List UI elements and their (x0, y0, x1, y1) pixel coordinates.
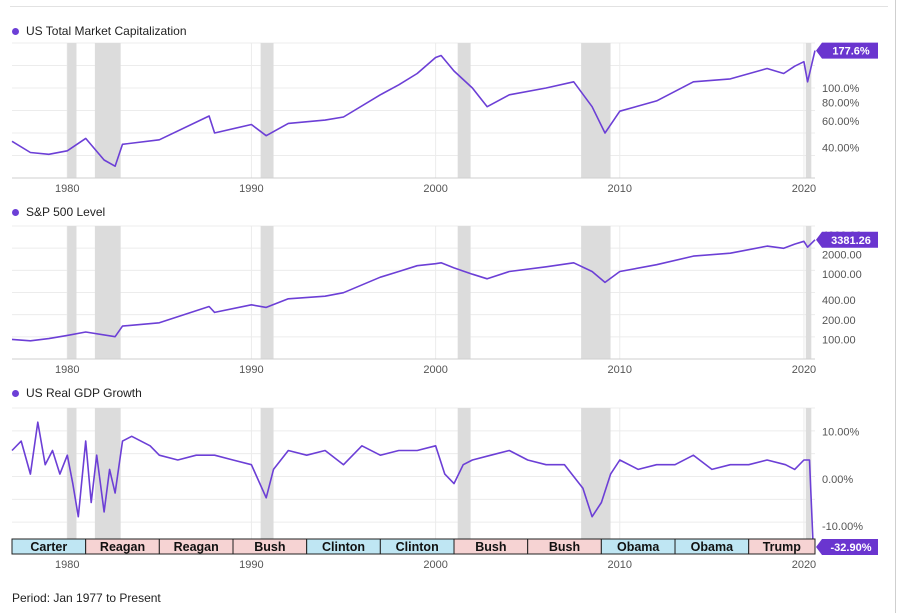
last-value-badge (816, 42, 878, 59)
x-tick-label: 1990 (239, 559, 263, 571)
x-tick-label: 2000 (423, 364, 447, 376)
recession-band (805, 226, 812, 359)
recession-band (94, 43, 121, 178)
x-tick-label: 1980 (55, 183, 79, 195)
recession-band (581, 43, 611, 178)
series-line (11, 239, 816, 342)
president-label: Reagan (100, 540, 145, 554)
y-tick-label: 100.00 (822, 334, 856, 346)
last-value-badge (816, 539, 878, 555)
president-label: Carter (30, 540, 67, 554)
x-tick-label: 1990 (239, 183, 263, 195)
x-tick-label: 2010 (608, 364, 632, 376)
recession-band (805, 408, 812, 545)
x-tick-label: 2010 (608, 559, 632, 571)
recession-band (94, 226, 121, 359)
president-label: Bush (549, 540, 580, 554)
recession-band (581, 226, 611, 359)
top-divider (10, 6, 888, 7)
recession-band (457, 43, 471, 178)
president-label: Bush (475, 540, 506, 554)
recession-band (805, 43, 812, 178)
series-dot-icon (12, 208, 19, 216)
series-dot-icon (12, 389, 19, 397)
x-tick-label: 1980 (55, 364, 79, 376)
y-tick-label: 80.00% (822, 97, 860, 109)
y-tick-label: 200.00 (822, 315, 856, 327)
panel-3-title: US Real GDP Growth (12, 386, 142, 400)
x-tick-label: 2020 (792, 183, 816, 195)
y-tick-label: 10.00% (822, 427, 860, 439)
president-label: Clinton (396, 540, 439, 554)
y-tick-label: -10.00% (822, 521, 863, 533)
recession-band (260, 43, 274, 178)
panel-2-title-text: S&P 500 Level (26, 205, 106, 219)
x-tick-label: 2000 (423, 183, 447, 195)
recession-band (457, 408, 471, 545)
x-tick-label: 2020 (792, 364, 816, 376)
x-tick-label: 2000 (423, 559, 447, 571)
series-line (11, 421, 814, 548)
president-label: Obama (691, 540, 734, 554)
y-tick-label: 60.00% (822, 116, 860, 128)
x-tick-label: 1990 (239, 364, 263, 376)
last-value-label: 3381.26 (831, 235, 871, 247)
recession-band (581, 408, 611, 545)
president-label: Bush (254, 540, 285, 554)
recession-band (457, 226, 471, 359)
panel-1-title-text: US Total Market Capitalization (26, 24, 187, 38)
panel-2-title: S&P 500 Level (12, 205, 105, 219)
recession-band (67, 43, 77, 178)
recession-band (260, 408, 274, 545)
x-tick-label: 2010 (608, 183, 632, 195)
president-label: Clinton (322, 540, 365, 554)
panel-1-title: US Total Market Capitalization (12, 24, 187, 38)
y-tick-label: 1000.00 (822, 269, 862, 281)
y-tick-label: 100.0% (822, 83, 860, 95)
y-tick-label: 0.00% (822, 474, 853, 486)
president-label: Trump (763, 540, 802, 554)
last-value-badge (816, 231, 878, 248)
series-line (11, 50, 816, 167)
series-dot-icon (12, 27, 19, 35)
x-tick-label: 2020 (792, 559, 816, 571)
last-value-label: -32.90% (831, 542, 872, 554)
panel-3-title-text: US Real GDP Growth (26, 386, 142, 400)
period-label: Period: Jan 1977 to Present (12, 591, 161, 605)
x-tick-label: 1980 (55, 559, 79, 571)
y-tick-label: 2000.00 (822, 250, 862, 262)
president-label: Obama (617, 540, 660, 554)
last-value-label: 177.6% (832, 46, 870, 58)
y-tick-label: 400.00 (822, 295, 856, 307)
president-label: Reagan (174, 540, 219, 554)
y-tick-label: 40.00% (822, 142, 860, 154)
recession-band (260, 226, 274, 359)
president-term-band (748, 538, 816, 555)
recession-band (67, 226, 77, 359)
